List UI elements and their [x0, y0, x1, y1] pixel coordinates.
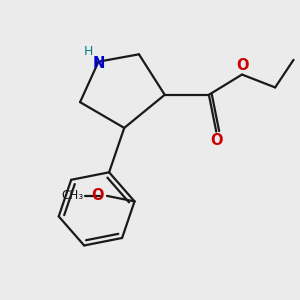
Text: CH₃: CH₃ — [61, 189, 84, 203]
Text: H: H — [83, 45, 93, 58]
Text: O: O — [92, 188, 104, 203]
Text: O: O — [236, 58, 248, 73]
Text: O: O — [210, 133, 223, 148]
Text: N: N — [92, 56, 105, 71]
